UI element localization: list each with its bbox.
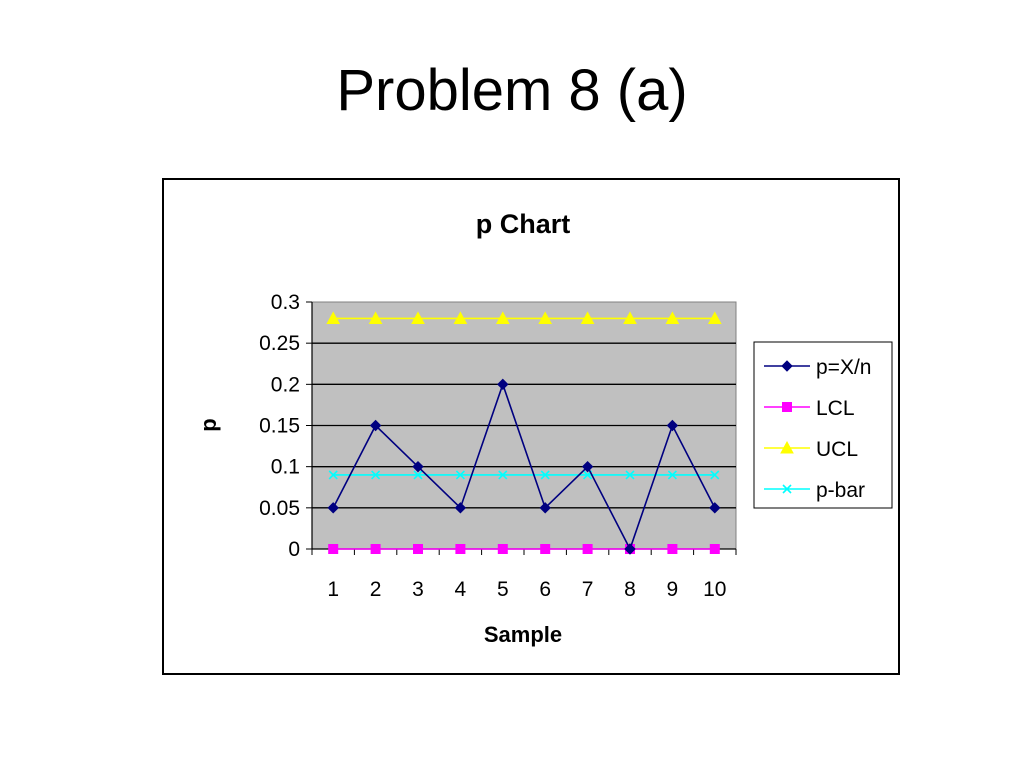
y-tick-label: 0.25 (259, 332, 300, 355)
legend-label-ucl: UCL (816, 438, 858, 461)
x-tick-label: 1 (327, 578, 339, 601)
data-point-lcl (370, 544, 381, 554)
marker-stroke (540, 470, 550, 480)
y-tick-label: 0.05 (259, 497, 300, 520)
y-tick-label: 0.3 (271, 291, 300, 314)
data-point-ucl (623, 311, 637, 324)
data-point-p-bar (455, 470, 465, 480)
data-point-p-x-n (369, 419, 382, 432)
data-point-p-x-n (412, 460, 424, 473)
marker-stroke (413, 470, 423, 480)
legend-label-lcl: LCL (816, 397, 855, 420)
legend-label-p-x-n: p=X/n (816, 356, 871, 379)
data-point-p-x-n (327, 502, 339, 514)
x-tick-label: 9 (667, 578, 679, 601)
data-point-p-bar (667, 470, 677, 480)
x-tick-label: 8 (624, 578, 636, 601)
y-axis-label: p (196, 418, 221, 431)
x-tick-label: 10 (703, 578, 726, 601)
data-point-p-bar (371, 470, 381, 480)
p-chart: p Chart p Sample 0 0.05 0.1 0.15 0.2 0.25 0.3 1… (196, 209, 893, 647)
data-point-lcl (455, 544, 466, 554)
data-point-lcl (582, 544, 593, 554)
data-point-p-x-n (539, 502, 551, 514)
data-point-lcl (497, 544, 508, 554)
data-point-p-x-n (454, 502, 467, 514)
data-point-lcl (328, 544, 339, 554)
data-point-ucl (326, 311, 341, 324)
data-point-ucl (538, 311, 553, 324)
x-tick-label: 4 (455, 578, 467, 601)
x-axis-label: Sample (484, 622, 562, 647)
marker-stroke (667, 470, 677, 480)
data-point-p-bar (413, 470, 423, 480)
data-point-lcl (709, 544, 720, 554)
y-tick-label: 0.15 (259, 415, 300, 438)
marker-stroke (371, 470, 381, 480)
data-point-ucl (411, 311, 425, 324)
data-point-lcl (667, 544, 678, 554)
data-point-p-bar (498, 470, 508, 480)
slide-title: Problem 8 (a) (336, 58, 688, 123)
legend-marker-p-x-n (781, 360, 793, 372)
data-point-p-x-n (624, 543, 636, 555)
x-tick-label: 7 (582, 578, 594, 601)
chart-frame: p Chart p Sample 0 0.05 0.1 0.15 0.2 0.25 0.3 1… (162, 178, 900, 675)
data-point-lcl (540, 544, 551, 554)
data-point-p-bar (625, 470, 635, 480)
x-tick-label: 6 (539, 578, 551, 601)
series-line-p-x-n (332, 381, 716, 552)
marker-stroke (455, 470, 465, 480)
data-point-ucl (580, 311, 595, 324)
data-point-p-bar (540, 470, 550, 480)
marker-stroke (328, 470, 338, 480)
marker-stroke (625, 470, 635, 480)
data-point-ucl (495, 311, 510, 324)
data-point-ucl (368, 311, 383, 324)
data-point-p-x-n (666, 419, 679, 432)
legend-marker-ucl (780, 440, 794, 454)
y-tick-label: 0.2 (271, 373, 300, 396)
data-point-p-x-n (709, 502, 721, 514)
legend-marker-lcl (782, 402, 792, 412)
marker-stroke (710, 470, 720, 480)
data-point-p-bar (328, 470, 338, 480)
marker-stroke (782, 484, 792, 494)
data-point-p-bar (710, 470, 720, 480)
y-tick-label: 0.1 (271, 456, 300, 479)
data-point-ucl (453, 311, 468, 324)
legend-marker-p-bar (782, 484, 792, 494)
x-tick-label: 2 (370, 578, 382, 601)
data-point-p-x-n (497, 378, 509, 391)
x-tick-label: 3 (412, 578, 424, 601)
data-point-lcl (413, 544, 423, 554)
data-point-ucl (707, 311, 722, 324)
data-point-ucl (665, 311, 680, 324)
chart-title: p Chart (476, 209, 571, 239)
marker-stroke (498, 470, 508, 480)
x-tick-label: 5 (497, 578, 509, 601)
data-point-p-x-n (581, 460, 594, 473)
y-tick-label: 0 (288, 538, 300, 561)
legend-box (753, 341, 893, 509)
legend-label-p-bar: p-bar (816, 479, 865, 502)
